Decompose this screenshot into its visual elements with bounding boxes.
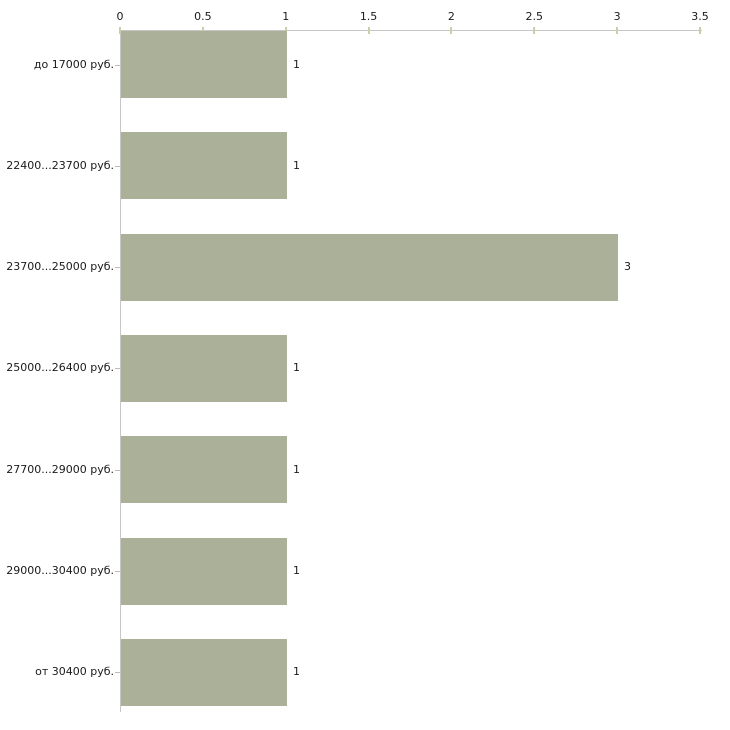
x-axis-tick <box>450 27 453 34</box>
bar-5 <box>121 436 287 504</box>
x-axis-tick <box>616 27 619 34</box>
x-axis-tick <box>284 27 287 34</box>
x-axis-tick-label: 0 <box>116 10 124 23</box>
category-label: 23700...25000 руб. <box>6 260 114 274</box>
y-axis-tick <box>115 267 120 268</box>
x-axis-tick-label: 0.5 <box>194 10 212 23</box>
x-axis-tick <box>119 27 121 34</box>
y-axis-tick <box>115 470 120 471</box>
bar-4 <box>121 334 287 402</box>
category-label: от 30400 руб. <box>35 665 114 679</box>
bar-value-label: 3 <box>624 260 631 274</box>
x-axis-tick-label: 2 <box>447 10 455 23</box>
x-axis-tick-label: 1.5 <box>359 10 378 23</box>
bar-1 <box>121 31 287 98</box>
y-axis-tick <box>115 65 120 66</box>
bar-value-label: 1 <box>293 665 300 679</box>
x-axis-line <box>120 30 702 31</box>
bar-value-label: 1 <box>293 158 300 172</box>
bar-2 <box>121 132 287 200</box>
bar-value-label: 1 <box>293 361 300 375</box>
x-axis-tick-label: 2.5 <box>525 10 544 23</box>
y-axis-tick <box>115 368 120 369</box>
category-label: до 17000 руб. <box>33 57 114 71</box>
bar-value-label: 1 <box>293 564 300 577</box>
x-axis-tick-label: 3.5 <box>691 10 709 23</box>
x-axis-tick-label: 3 <box>613 10 621 23</box>
y-axis-line <box>120 30 121 712</box>
category-label: 29000...30400 руб. <box>6 564 114 577</box>
y-axis-tick <box>115 166 120 167</box>
x-axis-tick <box>201 27 204 34</box>
x-axis-tick <box>533 27 536 34</box>
category-label: 22400...23700 руб. <box>6 158 114 172</box>
category-label: 27700...29000 руб. <box>6 462 114 476</box>
category-label: 25000...26400 руб. <box>6 361 114 375</box>
x-axis-tick <box>699 27 701 34</box>
y-axis-tick <box>115 672 120 673</box>
x-axis-tick-label: 1 <box>282 10 290 23</box>
x-axis-tick <box>367 27 370 34</box>
bar-3 <box>121 233 618 301</box>
y-axis-tick <box>115 571 120 572</box>
bar-6 <box>121 537 287 605</box>
bar-7 <box>121 638 287 706</box>
bar-value-label: 1 <box>293 462 300 476</box>
bar-value-label: 1 <box>293 57 300 71</box>
